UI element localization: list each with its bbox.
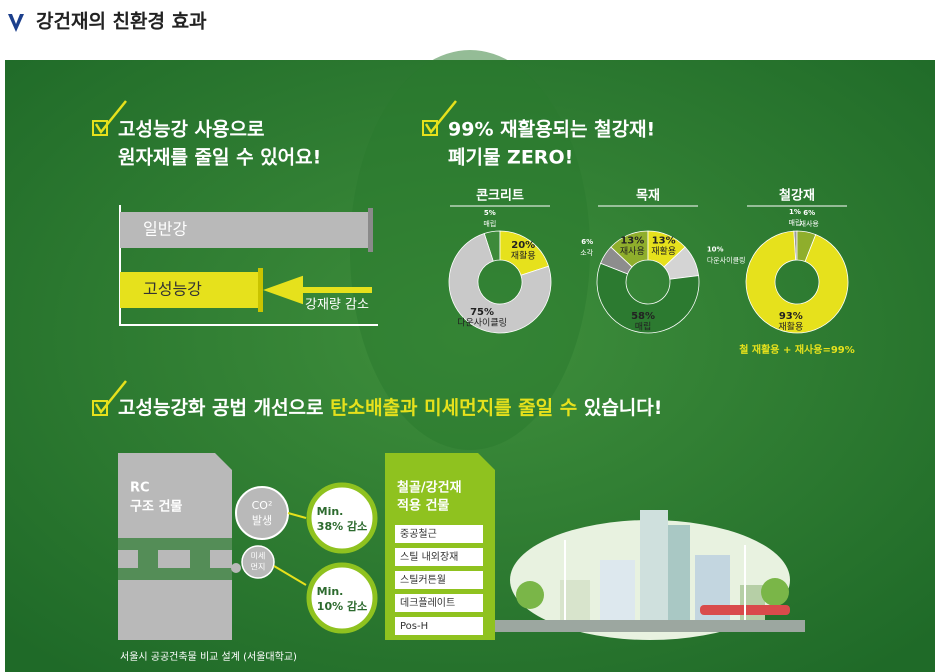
segment-name: 매립 xyxy=(635,322,652,333)
donut-title: 철강재 xyxy=(779,188,815,204)
segment-value: 58% xyxy=(631,311,655,322)
donut-segment xyxy=(745,230,849,334)
bar-cap xyxy=(368,208,373,252)
s3-title-c: 있습니다! xyxy=(577,397,662,419)
check xyxy=(92,100,127,136)
result-label: Min. xyxy=(317,505,344,518)
segment-name: 재사용 xyxy=(800,219,820,228)
item-box xyxy=(395,594,483,612)
segment-value: 1% xyxy=(789,208,801,216)
check xyxy=(92,380,127,416)
co2-label: 발생 xyxy=(252,514,272,527)
connector xyxy=(273,512,307,586)
segment-name: 재활용 xyxy=(778,321,803,333)
item-label: 중공철근 xyxy=(400,528,437,540)
donut-title: 목재 xyxy=(636,189,660,204)
segment-name: 소각 xyxy=(580,249,593,257)
steel-label: 철골/강건재 xyxy=(397,480,462,496)
s2-title: 폐기물 ZERO! xyxy=(448,147,573,169)
segment-value: 20% xyxy=(511,240,535,251)
donut-segment xyxy=(448,232,552,334)
item-label: 스틸 내외장재 xyxy=(400,550,458,563)
segment-value: 6% xyxy=(581,238,593,246)
dust-label: 미세 xyxy=(251,552,266,561)
segment-name: 재활용 xyxy=(651,245,676,257)
item-label: 데크플레이트 xyxy=(400,597,455,609)
donut-segment xyxy=(600,246,633,275)
bar-cap xyxy=(258,268,263,312)
result-circle xyxy=(306,562,378,634)
rc-label: 구조 건물 xyxy=(130,499,182,515)
arrow xyxy=(263,275,372,305)
donut-segment xyxy=(596,262,700,334)
s3-title-a: 고성능강화 공법 개선으로 xyxy=(118,397,330,419)
segment-value: 10% xyxy=(707,245,724,253)
source: 서울시 공공건축물 비교 설계 (서울대학교) xyxy=(120,651,297,663)
item-box xyxy=(395,617,483,635)
item-label: Pos-H xyxy=(400,621,428,632)
dust-label: 먼지 xyxy=(251,562,266,572)
rc-col xyxy=(190,550,210,568)
bar-high xyxy=(120,272,260,308)
co2-circle xyxy=(235,486,289,540)
result-label: 10% 감소 xyxy=(317,599,367,613)
bar-label: 일반강 xyxy=(143,220,187,239)
arrow-label: 강재량 감소 xyxy=(305,298,369,313)
rc-stripe xyxy=(118,538,232,550)
s3-title-b: 탄소배출과 미세먼지를 줄일 수 xyxy=(330,397,577,419)
s2-footnote: 철 재활용 + 재사용=99% xyxy=(739,343,855,356)
segment-value: 6% xyxy=(803,209,815,217)
steel-label: 적용 건물 xyxy=(397,498,449,514)
dot xyxy=(231,563,241,573)
rc-col xyxy=(138,550,158,568)
result-circle xyxy=(306,482,378,554)
segment-value: 93% xyxy=(779,311,803,322)
co2-label: CO² xyxy=(252,499,273,512)
item-box xyxy=(395,548,483,566)
donut-title: 콘크리트 xyxy=(476,188,524,204)
s1-title: 원자재를 줄일 수 있어요! xyxy=(118,147,321,169)
segment-value: 75% xyxy=(470,307,494,318)
segment-name: 재활용 xyxy=(511,250,536,262)
segment-name: 다운사이클링 xyxy=(457,317,507,329)
result-label: Min. xyxy=(317,585,344,598)
item-label: 스틸커튼월 xyxy=(400,573,446,586)
s1-title: 고성능강 사용으로 xyxy=(118,119,264,141)
rc-label: RC xyxy=(130,481,150,496)
s2-title: 99% 재활용되는 철강재! xyxy=(448,119,655,141)
dust-circle xyxy=(241,545,275,579)
steel-building xyxy=(385,453,495,640)
check xyxy=(422,100,457,136)
segment-name: 매립 xyxy=(789,219,802,227)
segment-name: 재사용 xyxy=(620,246,645,257)
segment-name: 다운사이클링 xyxy=(707,255,746,264)
item-box xyxy=(395,525,483,543)
logo xyxy=(8,14,24,32)
segment-name: 매립 xyxy=(483,220,496,228)
segment-value: 5% xyxy=(484,209,496,217)
bar-label: 고성능강 xyxy=(143,280,202,299)
item-box xyxy=(395,571,483,589)
bar-general xyxy=(120,212,370,248)
segment-value: 13% xyxy=(652,236,676,247)
rc-stripe xyxy=(118,568,232,580)
page-title: 강건재의 친환경 효과 xyxy=(36,11,207,33)
city xyxy=(495,510,805,640)
result-label: 38% 감소 xyxy=(317,519,367,533)
s3-title: 고성능강화 공법 개선으로 탄소배출과 미세먼지를 줄일 수 있습니다! xyxy=(118,397,662,419)
segment-value: 13% xyxy=(620,236,644,247)
